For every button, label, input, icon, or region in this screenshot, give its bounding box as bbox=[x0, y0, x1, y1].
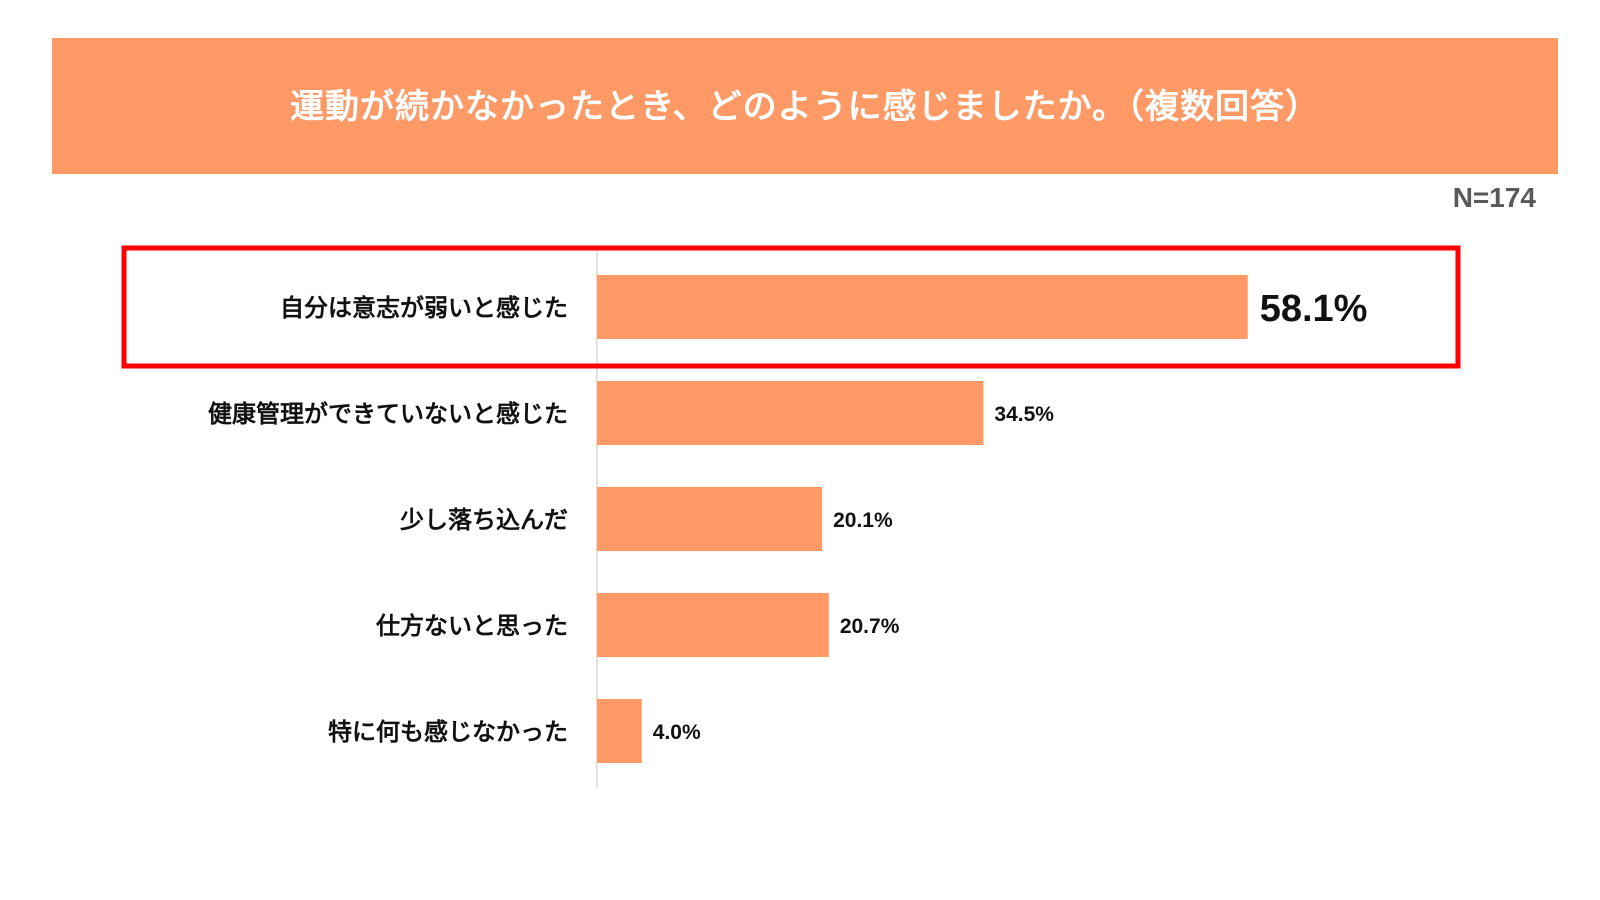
sample-size-label: N=174 bbox=[1452, 182, 1536, 213]
value-label: 20.1% bbox=[833, 509, 893, 532]
title-banner: 運動が続かなかったとき、どのように感じましたか。（複数回答） bbox=[52, 38, 1558, 174]
highlight-box bbox=[121, 245, 1461, 369]
value-label: 4.0% bbox=[653, 721, 701, 744]
bar bbox=[597, 699, 642, 763]
bar bbox=[597, 275, 1248, 339]
bar bbox=[597, 381, 984, 445]
category-label: 仕方ないと思った bbox=[375, 612, 568, 640]
category-label: 少し落ち込んだ bbox=[399, 506, 568, 534]
value-label: 20.7% bbox=[840, 615, 900, 638]
value-label: 58.1% bbox=[1260, 288, 1368, 330]
bar bbox=[597, 593, 829, 657]
category-label: 健康管理ができていないと感じた bbox=[208, 400, 568, 428]
chart-title: 運動が続かなかったとき、どのように感じましたか。（複数回答） bbox=[290, 86, 1320, 127]
bar bbox=[597, 487, 823, 551]
value-label: 34.5% bbox=[994, 403, 1054, 426]
category-label: 特に何も感じなかった bbox=[328, 718, 568, 746]
category-label: 自分は意志が弱いと感じた bbox=[280, 294, 568, 322]
